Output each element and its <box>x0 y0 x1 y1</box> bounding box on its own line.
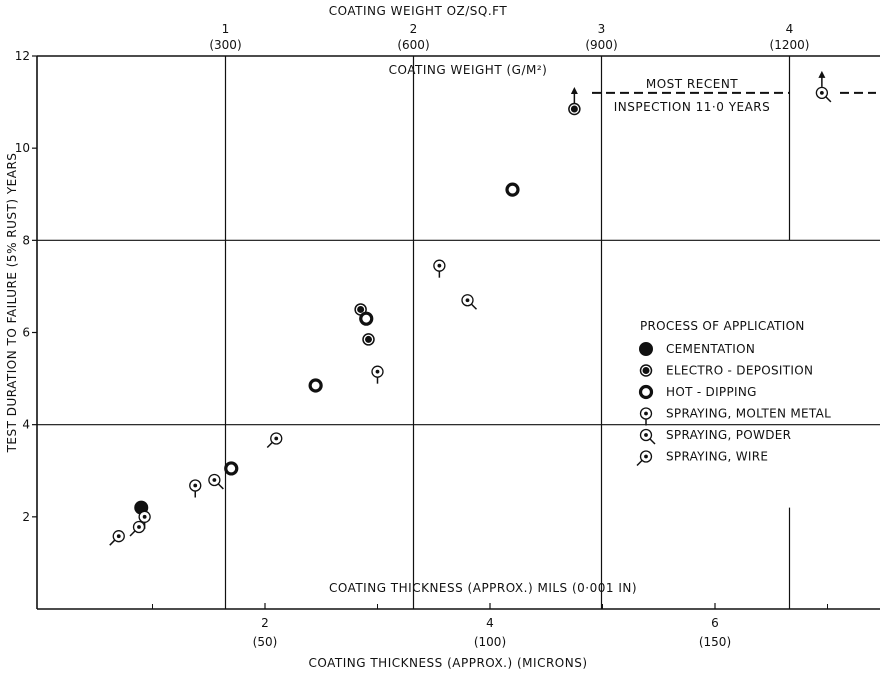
x-tick-label: 4 <box>486 616 494 630</box>
x-tick-sublabel: (50) <box>253 635 278 649</box>
top-tick-label: 2 <box>410 22 418 36</box>
top-tick-sublabel: (900) <box>585 38 617 52</box>
arrow-head <box>818 70 826 78</box>
legend-label-electro: ELECTRO - DEPOSITION <box>666 364 813 378</box>
data-point-wire <box>109 530 125 546</box>
x-tick-label: 2 <box>261 616 269 630</box>
data-point-wire <box>129 520 146 537</box>
top-tick-label: 4 <box>786 22 794 36</box>
y-tick-label: 8 <box>22 233 30 247</box>
data-point-electro <box>362 333 375 346</box>
legend-marker-powder <box>639 428 656 445</box>
legend-marker-molten <box>639 407 653 426</box>
x-axis-inner-title: COATING THICKNESS (APPROX.) MILS (0·001 … <box>329 581 637 595</box>
legend-label-cementation: CEMENTATION <box>666 342 755 356</box>
legend-marker-electro <box>639 364 653 377</box>
data-point-hot <box>359 311 374 326</box>
data-point-powder <box>815 86 832 103</box>
x-axis-title: COATING THICKNESS (APPROX.) (MICRONS) <box>308 656 587 670</box>
legend-label-wire: SPRAYING, WIRE <box>666 450 768 464</box>
top-tick-sublabel: (1200) <box>770 38 810 52</box>
data-point-hot <box>505 182 520 197</box>
top-tick-sublabel: (600) <box>397 38 429 52</box>
y-tick-label: 10 <box>15 141 30 155</box>
data-point-hot <box>224 461 239 476</box>
y-tick-label: 4 <box>22 418 30 432</box>
legend-marker-cementation <box>639 342 653 356</box>
top-axis-title: COATING WEIGHT OZ/SQ.FT <box>329 4 508 18</box>
legend-marker-hot <box>638 384 654 400</box>
y-tick-label: 12 <box>15 49 30 63</box>
data-point-molten <box>433 259 446 278</box>
data-point-electro <box>568 102 581 116</box>
y-tick-label: 6 <box>22 326 30 340</box>
x-tick-sublabel: (150) <box>699 635 731 649</box>
top-tick-sublabel: (300) <box>209 38 241 52</box>
annotation-line-2: INSPECTION 11·0 YEARS <box>614 100 771 114</box>
data-point-molten <box>189 479 202 498</box>
top-axis-inner-title: COATING WEIGHT (G/M²) <box>389 63 548 77</box>
y-axis-title: TEST DURATION TO FAILURE (5% RUST) YEARS <box>5 153 19 454</box>
legend-label-molten: SPRAYING, MOLTEN METAL <box>666 407 831 421</box>
x-tick-label: 6 <box>711 616 719 630</box>
top-tick-label: 3 <box>598 22 606 36</box>
data-point-powder <box>461 294 478 310</box>
y-tick-label: 2 <box>22 510 30 524</box>
data-point-molten <box>371 365 384 384</box>
annotation-line-1: MOST RECENT <box>646 77 738 91</box>
data-point-powder <box>208 473 224 490</box>
legend-label-powder: SPRAYING, POWDER <box>666 428 791 442</box>
data-point-molten <box>138 510 151 529</box>
data-point-wire <box>266 432 283 449</box>
legend-title: PROCESS OF APPLICATION <box>640 319 805 333</box>
legend-marker-wire <box>636 450 653 467</box>
top-tick-label: 1 <box>222 22 230 36</box>
legend-label-hot: HOT - DIPPING <box>666 385 757 399</box>
x-tick-sublabel: (100) <box>474 635 506 649</box>
arrow-head <box>570 86 578 94</box>
data-point-hot <box>308 378 323 393</box>
